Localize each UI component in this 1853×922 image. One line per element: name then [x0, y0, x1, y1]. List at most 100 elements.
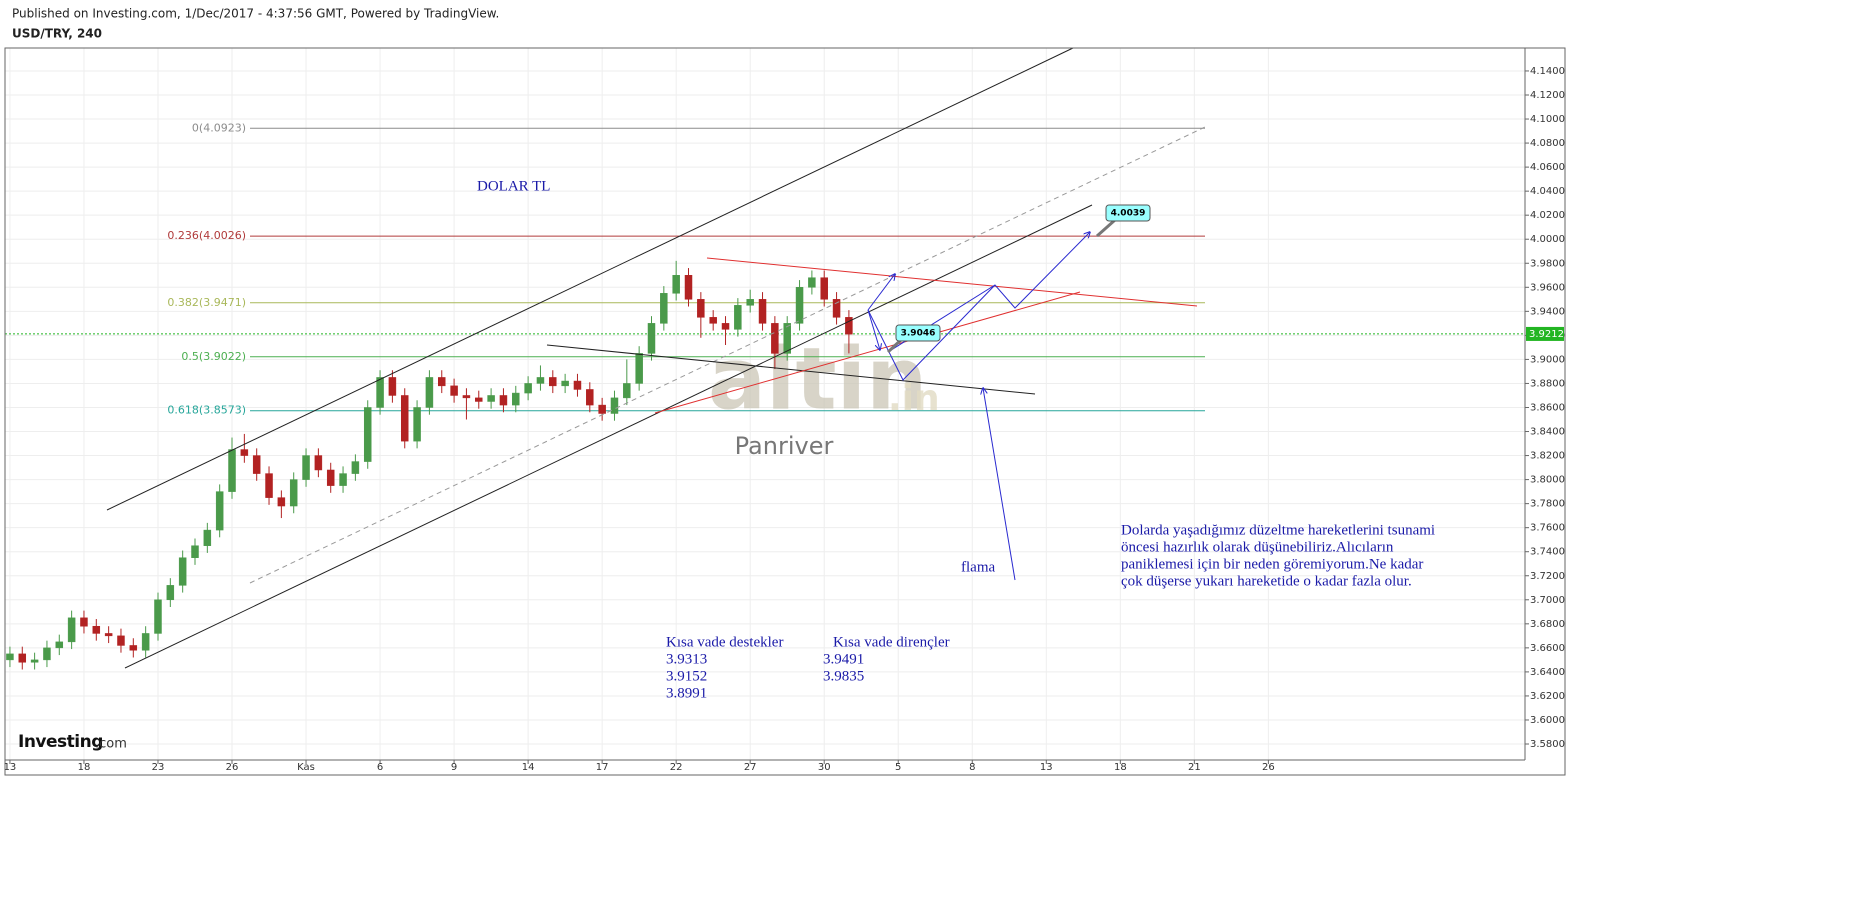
y-tick-label: 3.6800 [1530, 619, 1565, 630]
candle-body [746, 299, 754, 306]
candle-body [129, 645, 138, 651]
chart-note: flama [961, 559, 995, 575]
candle-body [808, 277, 816, 288]
candle-body [43, 647, 51, 661]
candle-body [314, 455, 323, 471]
candles [6, 260, 853, 670]
candle-body [191, 545, 199, 558]
callout-label: 4.0039 [1111, 209, 1146, 219]
frame [4, 47, 1566, 776]
candle-body [339, 473, 347, 486]
candle-body [289, 479, 298, 507]
last-price-label: 3.9212 [1529, 329, 1564, 340]
resistances-title: Kısa vade dirençler [833, 634, 950, 650]
x-tick-label: 27 [744, 762, 757, 773]
y-tick-label: 3.6400 [1530, 667, 1565, 678]
x-tick-label: 8 [969, 762, 975, 773]
y-tick-label: 4.1400 [1530, 66, 1565, 77]
candle-body [721, 323, 730, 330]
candle-body [462, 395, 471, 399]
x-tick-label: 9 [451, 762, 457, 773]
y-tick-label: 3.8200 [1530, 451, 1565, 462]
arrow [983, 388, 1016, 581]
symbol: USD/TRY, 240 [12, 27, 102, 41]
x-tick-label: 5 [895, 762, 901, 773]
chart-note: DOLAR TL [477, 178, 550, 194]
x-tick-label: 14 [522, 762, 535, 773]
fib-label: 0.382(3.9471) [167, 296, 246, 309]
y-tick-label: 3.9600 [1530, 282, 1565, 293]
published-line: Published on Investing.com, 1/Dec/2017 -… [12, 7, 499, 21]
candle-body [623, 383, 631, 399]
arrow [867, 284, 996, 381]
candle-body [203, 529, 212, 546]
y-tick-label: 3.7600 [1530, 523, 1565, 534]
fib-label: 0(4.0923) [192, 121, 246, 134]
candle-body [104, 633, 113, 637]
x-tick-label: 13 [1040, 762, 1053, 773]
support-value: 3.9313 [666, 651, 707, 667]
x-tick-label: 17 [596, 762, 609, 773]
channel-upper [106, 47, 1074, 511]
candle-body [845, 317, 853, 335]
y-tick-label: 3.6200 [1530, 691, 1565, 702]
comment-line: Dolarda yaşadığımız düzeltme hareketleri… [1121, 522, 1435, 538]
y-tick-label: 4.0800 [1530, 138, 1565, 149]
candle-body [610, 397, 619, 414]
candle-body [117, 635, 125, 646]
y-tick-label: 3.7400 [1530, 547, 1565, 558]
callout-pointer [1096, 218, 1116, 238]
arrow [887, 232, 1090, 353]
x-tick-label: 22 [670, 762, 683, 773]
candle-body [18, 653, 27, 663]
candle-body [55, 641, 64, 649]
author: Panriver [735, 432, 834, 460]
candle-body [734, 305, 742, 330]
candle-body [351, 461, 360, 474]
resistance-value: 3.9491 [823, 651, 864, 667]
x-tick-label: 13 [4, 762, 17, 773]
x-tick-label: 18 [1114, 762, 1127, 773]
candle-body [684, 275, 693, 300]
candle-body [240, 449, 249, 456]
candle-body [512, 392, 520, 406]
comment-line: paniklemesi için bir neden göremiyorum.N… [1121, 556, 1423, 572]
candle-body [573, 380, 582, 390]
x-tick-label: 26 [226, 762, 239, 773]
candle-body [586, 389, 594, 406]
candle-body [178, 557, 187, 586]
support-line [546, 344, 1036, 395]
candle-body [524, 383, 532, 394]
y-tick-label: 4.1200 [1530, 90, 1565, 101]
x-tick-label: 6 [377, 762, 383, 773]
candle-body [166, 585, 175, 601]
candle-body [536, 377, 545, 384]
y-tick-label: 4.0000 [1530, 234, 1565, 245]
candle-body [660, 293, 668, 324]
pennant-bottom [654, 291, 1081, 414]
comment-line: çok düşerse yukarı hareketide o kadar fa… [1121, 573, 1412, 589]
candle-body [6, 653, 14, 661]
y-tick-label: 3.9000 [1530, 354, 1565, 365]
candle-body [487, 395, 495, 402]
y-tick-label: 4.0200 [1530, 210, 1565, 221]
y-tick-label: 3.8000 [1530, 475, 1565, 486]
candle-body [215, 491, 224, 531]
candle-body [302, 455, 310, 480]
candle-body [413, 407, 421, 442]
callout-label: 3.9046 [901, 329, 936, 339]
x-tick-label: 23 [152, 762, 165, 773]
candle-body [450, 385, 458, 396]
logo: Investing .com [18, 732, 127, 752]
candle-body [635, 353, 643, 384]
y-tick-label: 4.0600 [1530, 162, 1565, 173]
candle-body [795, 287, 804, 324]
support-value: 3.9152 [666, 668, 707, 684]
y-tick-label: 3.8600 [1530, 402, 1565, 413]
fib-label: 0.236(4.0026) [167, 229, 246, 242]
candle-body [647, 323, 656, 354]
logo-suffix: .com [95, 737, 127, 752]
